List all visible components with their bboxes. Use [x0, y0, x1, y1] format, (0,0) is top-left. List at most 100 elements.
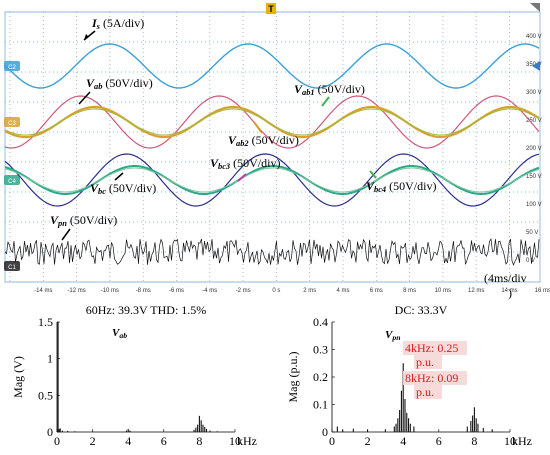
right-tick-label: 250 V: [526, 118, 542, 124]
channel-tag-label: C4: [8, 179, 16, 185]
right-tick-label: 100 V: [526, 202, 542, 208]
time-tick-label: -10 ms: [101, 288, 119, 294]
x-tick-label: 0: [329, 434, 335, 448]
time-tick-label: 6 ms: [370, 288, 383, 294]
label-is-main: I: [91, 16, 98, 30]
label-vab1-main: V: [294, 82, 303, 96]
y-tick-label: 0: [322, 425, 328, 439]
y-tick-label: 1: [47, 352, 53, 366]
label-vab-sub: ab: [94, 82, 102, 91]
channel-tag-label: C3: [8, 121, 16, 127]
fft-title: 60Hz: 39.3V THD: 1.5%: [86, 303, 207, 317]
trigger-marker-label: T: [268, 4, 274, 14]
time-tick-label: 8 ms: [403, 288, 416, 294]
label-vbc-rest: (50V/div): [106, 181, 156, 195]
label-vab2-rest: (50V/div): [249, 133, 299, 147]
annotation-text: p.u.: [416, 355, 434, 369]
arrow-vab1: [321, 96, 330, 107]
time-tick-label: 14 ms: [501, 288, 517, 294]
label-vab-rest: (50V/div): [102, 76, 152, 90]
label-vbc3-main: V: [210, 156, 219, 170]
x-unit-label: kHz: [237, 434, 257, 448]
channel-tag-label: C1: [8, 265, 16, 271]
right-tick-label: 150 V: [526, 174, 542, 180]
time-tick-label: 2 ms: [303, 288, 316, 294]
label-vpn: Vpn (50V/div): [50, 213, 117, 228]
scope-frame: [4, 11, 541, 283]
label-vab2-main: V: [228, 133, 237, 147]
waveform-is: [4, 43, 540, 89]
x-tick-label: 4: [400, 434, 406, 448]
channel-tag: [4, 261, 20, 271]
annotation-bg: [403, 341, 467, 355]
label-is-sub: s: [96, 22, 100, 31]
series-label-main: V: [112, 327, 121, 339]
x-tick-label: 0: [54, 434, 60, 448]
label-vbc3-sub: bc3: [218, 162, 230, 171]
right-tick-label: 0 V: [526, 258, 535, 264]
series-label-sub: ab: [119, 331, 127, 340]
x-tick-label: 2: [365, 434, 371, 448]
label-vbc4-rest: (50V/div): [386, 179, 436, 193]
time-tick-label: -6 ms: [169, 288, 184, 294]
x-unit-label: kHz: [512, 434, 532, 448]
right-tick-label: 400 V: [526, 34, 542, 40]
arrow-vab2: [253, 121, 263, 134]
label-vab-main: V: [86, 76, 95, 90]
y-tick-label: 0.1: [313, 398, 328, 412]
label-vab2: Vab2 (50V/div): [228, 133, 299, 148]
y-tick-label: 0.5: [38, 388, 53, 402]
trigger-marker: [266, 3, 276, 14]
timebase-label: (4ms/div: [484, 271, 527, 285]
annotation-bg: [414, 355, 442, 369]
arrow-vab: [78, 91, 91, 105]
label-vab2-sub: ab2: [236, 139, 249, 148]
right-tick-label: 300 V: [526, 90, 542, 96]
time-tick-label: -14 ms: [34, 288, 52, 294]
label-vbc3-rest: (50V/div): [230, 156, 280, 170]
waveform-vbc4: [4, 167, 540, 193]
label-vbc4: Vbc4 (50V/div): [366, 179, 436, 194]
x-tick-label: 8: [196, 434, 202, 448]
label-vab1-rest: (50V/div): [315, 82, 365, 96]
series-label-main: V: [385, 329, 394, 341]
x-tick-label: 4: [125, 434, 131, 448]
x-tick-label: 6: [161, 434, 167, 448]
arrow-vbc: [114, 172, 124, 181]
y-axis-label: Mag (V): [11, 356, 25, 398]
y-tick-label: 0.4: [313, 315, 328, 329]
label-vbc-main: V: [90, 181, 99, 195]
x-tick-label: 8: [471, 434, 477, 448]
annotation-text: p.u.: [416, 385, 434, 399]
time-tick-label: -12 ms: [67, 288, 85, 294]
time-tick-label: -8 ms: [136, 288, 151, 294]
channel-tag: [4, 175, 20, 185]
time-tick-label: 16 ms: [535, 288, 550, 294]
label-vbc3: Vbc3 (50V/div): [210, 156, 280, 171]
label-is: Is (5A/div): [91, 16, 144, 31]
time-tick-label: 10 ms: [435, 288, 451, 294]
waveform-vbc: [4, 153, 540, 207]
time-tick-label: 12 ms: [468, 288, 484, 294]
label-vpn-main: V: [50, 213, 59, 227]
time-tick-label: 4 ms: [336, 288, 349, 294]
channel-tag-label: C2: [8, 65, 16, 71]
annotation-bg: [403, 371, 467, 385]
y-axis-label: Mag (p.u.): [286, 352, 300, 403]
label-vbc4-main: V: [366, 179, 375, 193]
label-vab: Vab (50V/div): [86, 76, 153, 91]
label-vab1: Vab1 (50V/div): [294, 82, 365, 97]
arrow-is-head: [84, 34, 89, 40]
arrow-vpn: [61, 228, 71, 241]
series-label: Vab: [112, 327, 127, 340]
right-tick-label: 200 V: [526, 146, 542, 152]
label-vbc4-sub: bc4: [374, 185, 386, 194]
waveform-vpn: [4, 237, 540, 266]
y-tick-label: 0.3: [313, 343, 328, 357]
right-marker: [532, 61, 540, 71]
x-tick-label: 10: [504, 434, 516, 448]
label-vbc-sub: bc: [98, 187, 106, 196]
